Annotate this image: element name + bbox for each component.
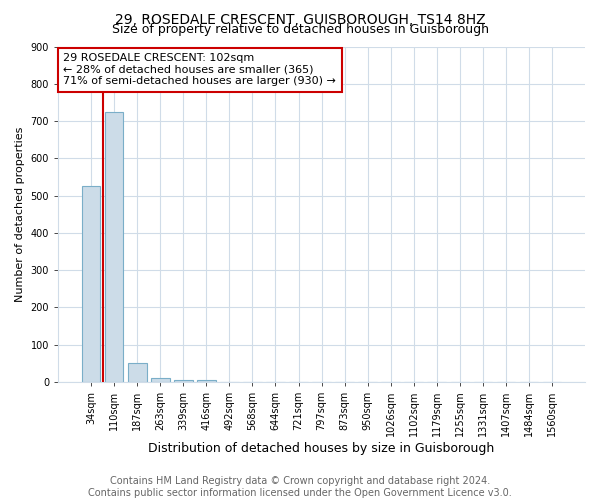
Y-axis label: Number of detached properties: Number of detached properties (15, 126, 25, 302)
Text: 29, ROSEDALE CRESCENT, GUISBOROUGH, TS14 8HZ: 29, ROSEDALE CRESCENT, GUISBOROUGH, TS14… (115, 12, 485, 26)
Text: Contains HM Land Registry data © Crown copyright and database right 2024.
Contai: Contains HM Land Registry data © Crown c… (88, 476, 512, 498)
Text: 29 ROSEDALE CRESCENT: 102sqm
← 28% of detached houses are smaller (365)
71% of s: 29 ROSEDALE CRESCENT: 102sqm ← 28% of de… (64, 53, 336, 86)
Bar (82, 186, 100, 382)
X-axis label: Distribution of detached houses by size in Guisborough: Distribution of detached houses by size … (148, 442, 494, 455)
Bar (128, 363, 146, 382)
Bar (151, 378, 170, 382)
Bar (174, 380, 193, 382)
Bar (105, 112, 124, 382)
Bar (197, 380, 215, 382)
Text: Size of property relative to detached houses in Guisborough: Size of property relative to detached ho… (112, 22, 488, 36)
